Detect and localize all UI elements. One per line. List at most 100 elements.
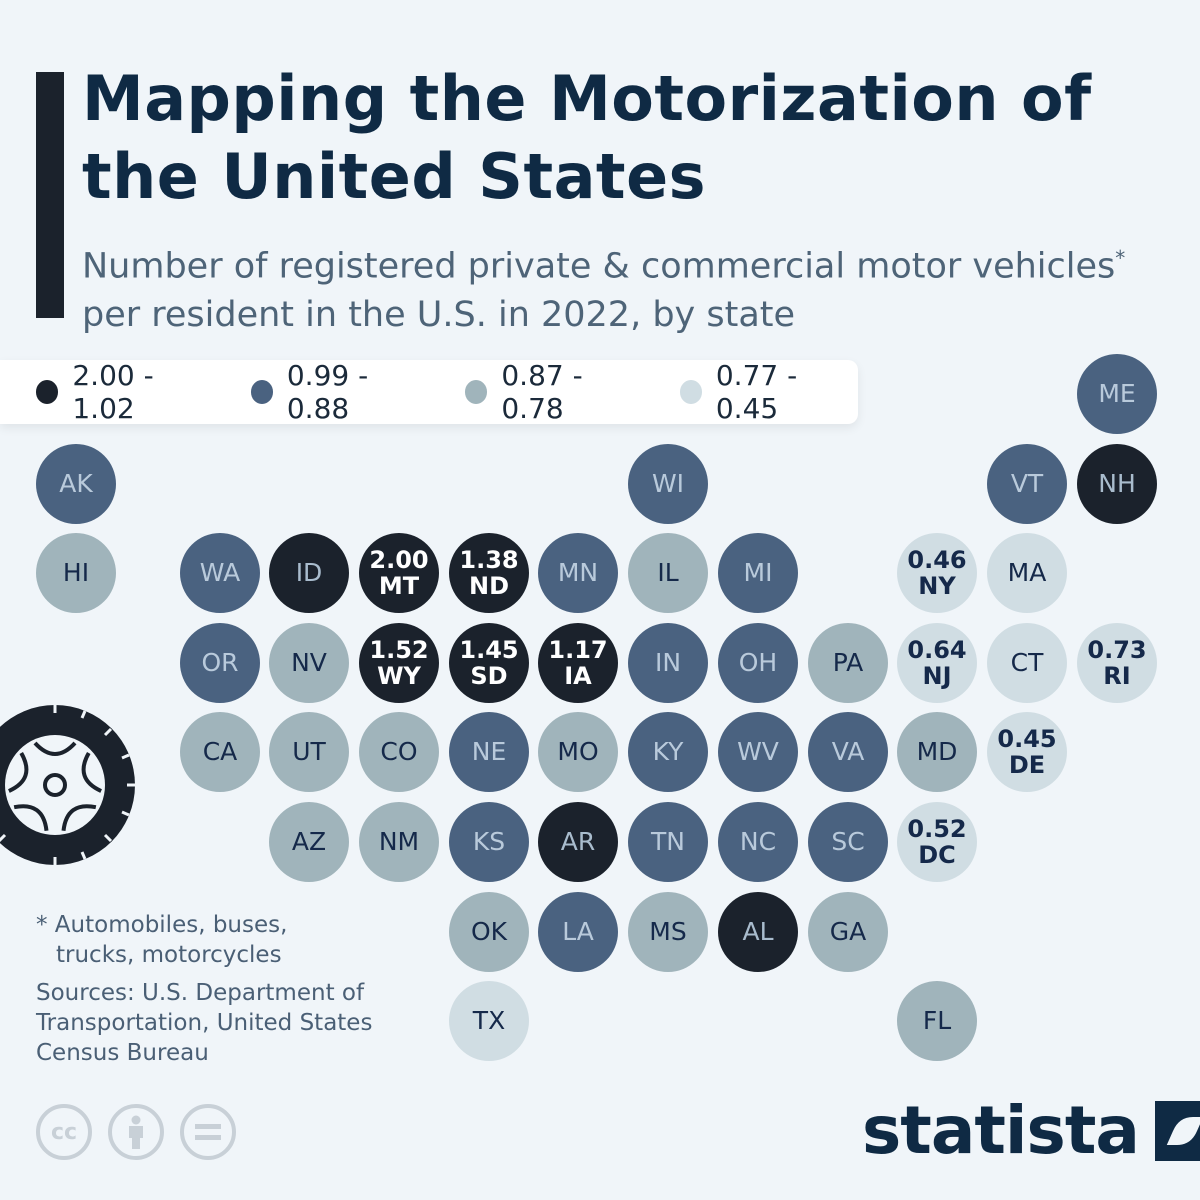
state-abbr: CA: [202, 737, 238, 766]
state-tile-ky: KY: [628, 712, 708, 792]
subtitle-line1: Number of registered private & commercia…: [82, 246, 1116, 287]
legend-item: 2.00 - 1.02: [36, 359, 215, 425]
state-abbr: OK: [470, 917, 508, 946]
state-tile-wy: 1.52 WY: [359, 623, 439, 703]
state-abbr: HI: [62, 558, 90, 587]
attribution-icon[interactable]: [108, 1104, 164, 1160]
state-abbr: MS: [649, 917, 687, 946]
state-tile-mt: 2.00 MT: [359, 533, 439, 613]
state-abbr: KS: [472, 827, 506, 856]
state-tile-tn: TN: [628, 802, 708, 882]
legend-swatch: [36, 380, 59, 404]
state-tile-ri: 0.73 RI: [1077, 623, 1157, 703]
state-tile-nd: 1.38 ND: [449, 533, 529, 613]
legend-item: 0.99 - 0.88: [250, 359, 430, 425]
no-derivatives-icon[interactable]: [180, 1104, 236, 1160]
state-value: 1.45: [459, 636, 519, 664]
state-tile-wi: WI: [628, 444, 708, 524]
state-tile-ak: AK: [36, 444, 116, 524]
state-tile-md: MD: [897, 712, 977, 792]
notes: * Automobiles, buses, trucks, motorcycle…: [36, 910, 381, 1068]
state-abbr: CT: [1010, 648, 1044, 677]
legend-label: 0.77 - 0.45: [715, 359, 798, 425]
state-tile-sc: SC: [808, 802, 888, 882]
legend-item: 0.77 - 0.45: [679, 359, 859, 425]
statista-logo[interactable]: statista: [862, 1092, 1200, 1169]
state-value: 0.45: [997, 725, 1057, 753]
state-tile-wv: WV: [718, 712, 798, 792]
state-tile-nm: NM: [359, 802, 439, 882]
sources: Sources: U.S. Department of Transportati…: [36, 980, 373, 1066]
state-abbr: ND: [468, 572, 509, 600]
state-value: 0.52: [907, 815, 967, 843]
state-value: 0.73: [1087, 636, 1147, 664]
state-abbr: VA: [831, 737, 865, 766]
state-tile-hi: HI: [36, 533, 116, 613]
state-abbr: MT: [378, 572, 420, 600]
legend: 2.00 - 1.02 0.99 - 0.88 0.87 - 0.78 0.77…: [0, 359, 859, 425]
state-tile-az: AZ: [269, 802, 349, 882]
state-abbr: MA: [1007, 558, 1047, 587]
state-tile-pa: PA: [808, 623, 888, 703]
state-tile-nv: NV: [269, 623, 349, 703]
state-abbr: LA: [562, 917, 594, 946]
state-tile-vt: VT: [987, 444, 1067, 524]
state-abbr: WV: [737, 737, 779, 766]
state-tile-mn: MN: [538, 533, 618, 613]
state-abbr: CO: [380, 737, 418, 766]
state-abbr: NH: [1098, 469, 1136, 498]
state-value: 0.64: [907, 636, 967, 664]
title-accent-bar: [36, 72, 64, 318]
state-abbr: NM: [378, 827, 420, 856]
state-tile-tx: TX: [449, 981, 529, 1061]
state-abbr: VT: [1010, 469, 1044, 498]
state-abbr: WI: [651, 469, 685, 498]
state-abbr: PA: [832, 648, 864, 677]
legend-label: 0.99 - 0.88: [286, 359, 369, 425]
state-abbr: MD: [916, 737, 958, 766]
state-abbr: IN: [654, 648, 682, 677]
footnote-mark: *: [1115, 246, 1126, 270]
state-abbr: MI: [743, 558, 773, 587]
state-tile-dc: 0.52 DC: [897, 802, 977, 882]
legend-swatch: [465, 380, 488, 404]
state-abbr: WY: [377, 662, 421, 690]
person-icon: [129, 1115, 143, 1149]
state-tile-ne: NE: [449, 712, 529, 792]
subtitle: Number of registered private & commercia…: [82, 234, 1192, 339]
state-abbr: DC: [918, 841, 956, 869]
state-abbr: ME: [1098, 379, 1136, 408]
state-abbr: GA: [829, 917, 867, 946]
state-abbr: NY: [918, 572, 956, 600]
equals-icon: [195, 1124, 221, 1140]
state-abbr: NC: [739, 827, 777, 856]
subtitle-line2: per resident in the U.S. in 2022, by sta…: [82, 294, 796, 335]
legend-swatch: [679, 380, 702, 404]
state-abbr: OH: [738, 648, 778, 677]
state-tile-ct: CT: [987, 623, 1067, 703]
cc-icon[interactable]: cc: [36, 1104, 92, 1160]
state-tile-mo: MO: [538, 712, 618, 792]
state-value: 2.00: [369, 546, 429, 574]
state-value: 1.38: [459, 546, 519, 574]
state-tile-oh: OH: [718, 623, 798, 703]
state-tile-ms: MS: [628, 892, 708, 972]
state-tile-il: IL: [628, 533, 708, 613]
state-abbr: FL: [922, 1006, 952, 1035]
state-tile-sd: 1.45 SD: [449, 623, 529, 703]
state-abbr: RI: [1103, 662, 1131, 690]
page-title: Mapping the Motorization of the United S…: [82, 62, 1092, 213]
brand-text: statista: [862, 1092, 1140, 1169]
state-tile-ma: MA: [987, 533, 1067, 613]
legend-label: 2.00 - 1.02: [72, 359, 154, 425]
state-abbr: NV: [291, 648, 327, 677]
state-abbr: MN: [557, 558, 599, 587]
state-tile-al: AL: [718, 892, 798, 972]
state-abbr: MO: [557, 737, 599, 766]
state-abbr: NE: [471, 737, 507, 766]
state-tile-wa: WA: [180, 533, 260, 613]
state-tile-la: LA: [538, 892, 618, 972]
state-tile-co: CO: [359, 712, 439, 792]
state-tile-de: 0.45 DE: [987, 712, 1067, 792]
state-tile-ia: 1.17 IA: [538, 623, 618, 703]
